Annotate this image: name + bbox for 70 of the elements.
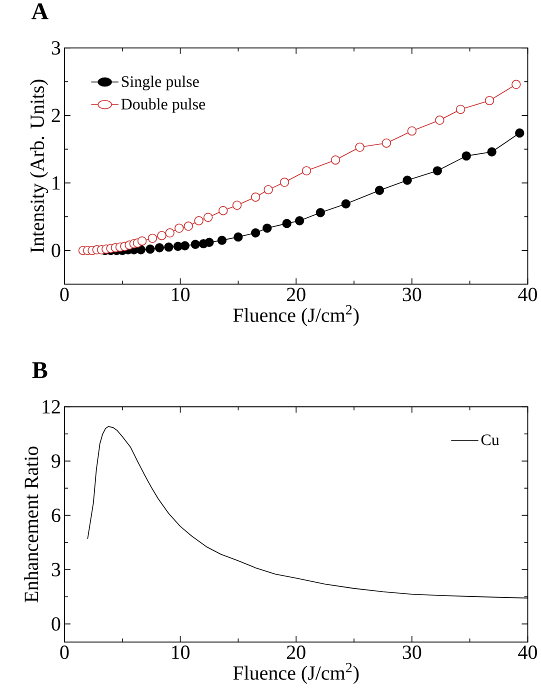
- point: [204, 238, 214, 247]
- x-axis-title: Fluence (J/cm$^{2}$): [233, 305, 359, 326]
- point: [165, 228, 174, 238]
- point: [174, 224, 184, 233]
- x-tick-label: 30: [402, 646, 422, 660]
- y-tick-label: 12: [42, 400, 60, 414]
- point: [164, 242, 174, 252]
- point: [157, 231, 166, 240]
- point: [330, 155, 340, 165]
- point: [190, 240, 200, 249]
- point: [355, 142, 364, 152]
- chart-title: A: [31, 3, 48, 20]
- y-axis-title: Intensity (Arb. Units): [30, 80, 48, 253]
- point: [217, 236, 227, 245]
- chart-title: B: [32, 362, 48, 378]
- x-tick-label: 10: [172, 288, 190, 302]
- legend-label: Double pulse: [121, 98, 206, 113]
- x-tick-label: 30: [402, 288, 422, 302]
- point: [382, 138, 392, 148]
- point: [146, 244, 155, 254]
- x-tick-label: 40: [518, 288, 537, 302]
- y-tick-label: 2: [52, 108, 60, 122]
- point: [402, 176, 412, 185]
- y-tick-label: 0: [52, 617, 60, 631]
- point: [515, 128, 524, 138]
- point: [484, 96, 494, 106]
- point: [264, 185, 273, 194]
- point: [250, 228, 260, 238]
- point: [374, 186, 384, 195]
- x-tick-label: 0: [60, 646, 69, 660]
- point: [232, 200, 242, 210]
- point: [462, 151, 471, 161]
- legend-label: Single pulse: [122, 76, 199, 90]
- y-axis-title: Enhancement Ratio: [24, 446, 38, 602]
- point: [407, 126, 416, 136]
- point: [432, 166, 442, 176]
- point: [180, 241, 190, 250]
- y-tick-label: 9: [52, 454, 60, 468]
- y-tick-label: 6: [52, 508, 60, 522]
- point: [280, 178, 290, 187]
- point: [282, 218, 292, 228]
- x-tick-label: 40: [518, 646, 537, 660]
- y-tick-label: 3: [52, 41, 60, 55]
- y-tick-label: 1: [52, 176, 60, 190]
- legend-label: Cu: [481, 434, 500, 446]
- point: [137, 236, 147, 246]
- point: [234, 232, 243, 242]
- point: [341, 199, 350, 208]
- point: [262, 224, 272, 233]
- point: [316, 208, 326, 218]
- x-tick-label: 20: [286, 646, 306, 660]
- point: [294, 216, 304, 226]
- point: [203, 212, 213, 222]
- point: [148, 234, 158, 243]
- point: [456, 104, 466, 114]
- x-tick-label: 20: [286, 288, 306, 302]
- point: [435, 116, 444, 125]
- x-tick-label: 10: [172, 646, 190, 660]
- point: [184, 222, 193, 231]
- point: [512, 80, 521, 89]
- y-tick-label: 0: [52, 244, 60, 258]
- y-tick-label: 3: [52, 562, 60, 576]
- point: [487, 147, 496, 156]
- point: [218, 206, 228, 216]
- point: [194, 216, 204, 226]
- point: [302, 166, 312, 176]
- point: [250, 192, 260, 202]
- x-axis-title: Fluence (J/cm$^{2}$): [233, 662, 359, 684]
- point: [154, 243, 164, 252]
- x-tick-label: 0: [60, 288, 69, 302]
